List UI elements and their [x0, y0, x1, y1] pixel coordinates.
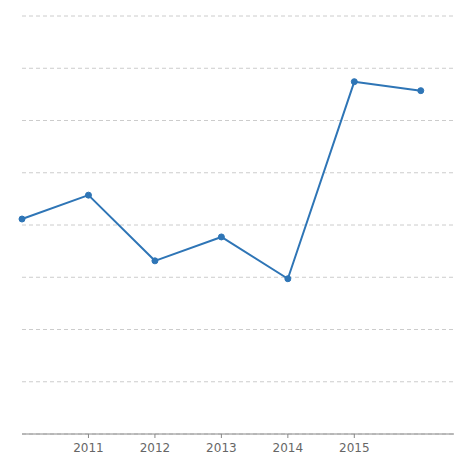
line — [22, 82, 421, 279]
chart: 2011 2012 2013 2014 2015 — [0, 0, 474, 474]
series — [19, 79, 424, 282]
grid-line — [22, 434, 454, 435]
point — [152, 258, 158, 264]
grid-line — [22, 68, 454, 69]
x-tick — [221, 434, 222, 438]
x-tick-label: 2015 — [339, 441, 370, 455]
grid-line — [22, 381, 454, 382]
point — [19, 216, 25, 222]
grid-line — [22, 329, 454, 330]
grid-line — [22, 16, 454, 17]
grid-line — [22, 277, 454, 278]
x-tick-label: 2013 — [206, 441, 237, 455]
point — [85, 192, 91, 198]
chart-container: 2011 2012 2013 2014 2015 — [0, 0, 474, 474]
x-axis-line — [22, 434, 454, 435]
x-tick-label: 2012 — [140, 441, 171, 455]
x-tick — [287, 434, 288, 438]
point — [418, 88, 424, 94]
point — [285, 276, 291, 282]
x-tick-label: 2011 — [73, 441, 104, 455]
grid-line — [22, 225, 454, 226]
x-tick — [154, 434, 155, 438]
x-tick — [354, 434, 355, 438]
x-tick-label: 2014 — [273, 441, 304, 455]
x-tick — [88, 434, 89, 438]
grid-line — [22, 172, 454, 173]
point — [218, 234, 224, 240]
grid — [22, 16, 454, 434]
x-axis: 2011 2012 2013 2014 2015 — [22, 434, 454, 455]
grid-line — [22, 120, 454, 121]
point — [351, 79, 357, 85]
